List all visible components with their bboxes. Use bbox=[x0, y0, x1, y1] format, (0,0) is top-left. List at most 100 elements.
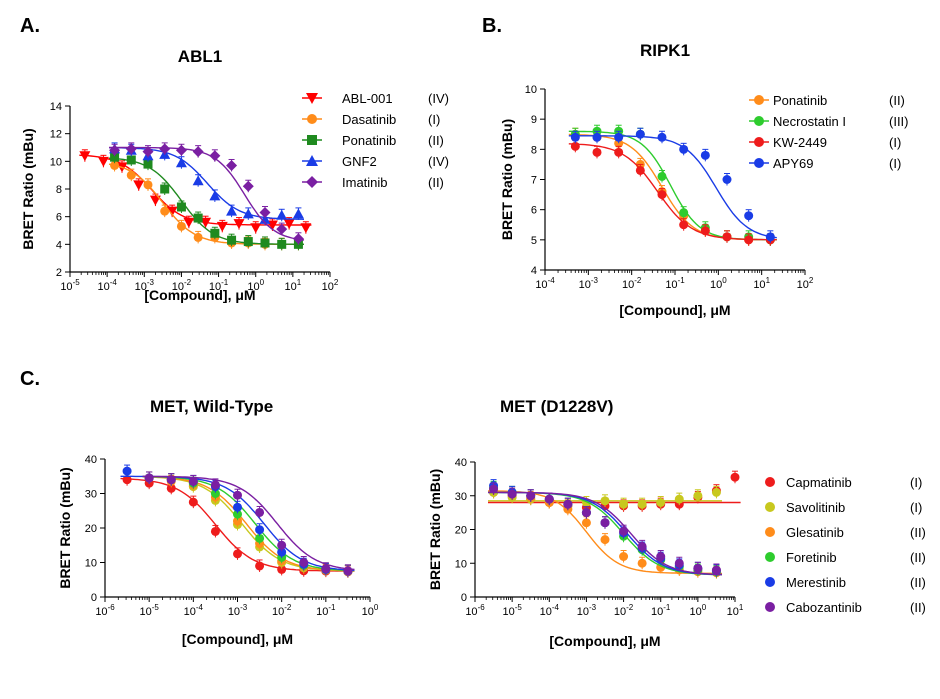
x-tick-label: 100 bbox=[710, 276, 727, 291]
chart-met-d1228v: MET (D1228V) 0 10 20 30 40 10-6 10-5 10-4 10-3 10-… bbox=[427, 397, 926, 649]
data-point bbox=[97, 156, 109, 167]
data-point bbox=[255, 525, 265, 535]
y-axis-label: BRET Ratio (mBu) bbox=[57, 467, 73, 588]
data-point bbox=[635, 165, 645, 175]
y-tick-label: 20 bbox=[455, 525, 467, 537]
data-point bbox=[283, 219, 295, 230]
legend-label: APY69 bbox=[773, 156, 813, 171]
data-point bbox=[277, 540, 287, 550]
series-dasatinib bbox=[108, 158, 304, 251]
y-tick-label: 5 bbox=[531, 235, 537, 247]
data-point bbox=[255, 507, 265, 517]
x-tick-label: 10-4 bbox=[184, 603, 204, 618]
y-tick-label: 40 bbox=[85, 454, 97, 466]
y-tick-label: 8 bbox=[531, 144, 537, 156]
y-tick-label: 10 bbox=[525, 84, 537, 96]
data-point bbox=[175, 157, 187, 168]
series-ponatinib bbox=[108, 150, 304, 251]
data-point bbox=[674, 494, 684, 504]
x-tick-label: 10-3 bbox=[577, 603, 597, 618]
y-tick-label: 12 bbox=[50, 129, 62, 141]
data-point bbox=[292, 233, 304, 245]
x-tick-label: 10-1 bbox=[651, 603, 671, 618]
legend-class: (II) bbox=[910, 550, 926, 565]
data-point bbox=[765, 232, 775, 242]
x-tick-label: 10-3 bbox=[228, 603, 248, 618]
data-point bbox=[544, 494, 554, 504]
x-tick-label: 101 bbox=[753, 276, 770, 291]
y-tick-label: 40 bbox=[455, 457, 467, 469]
legend-class: (I) bbox=[889, 135, 901, 150]
y-tick-label: 4 bbox=[56, 239, 62, 251]
data-point bbox=[259, 213, 271, 224]
data-point bbox=[255, 561, 265, 571]
chart-title: MET (D1228V) bbox=[500, 397, 613, 416]
x-axis-label: [Compound], μM bbox=[182, 631, 293, 647]
x-tick-label: 102 bbox=[797, 276, 814, 291]
data-point bbox=[722, 232, 732, 242]
legend-marker bbox=[307, 114, 317, 124]
data-point bbox=[188, 497, 198, 507]
legend-class: (I) bbox=[910, 475, 922, 490]
legend-label: Merestinib bbox=[786, 575, 846, 590]
legend-marker bbox=[765, 552, 775, 562]
data-point bbox=[693, 563, 703, 573]
legend: ABL-001 (IV) Dasatinib (I) Ponatinib (II) GNF2… bbox=[302, 91, 449, 190]
data-point bbox=[619, 552, 629, 561]
data-point bbox=[79, 151, 91, 162]
data-point bbox=[679, 208, 689, 218]
x-tick-label: 100 bbox=[690, 603, 707, 618]
data-point bbox=[160, 184, 170, 194]
legend-marker bbox=[754, 95, 764, 105]
y-axis-label: BRET Ratio (mBu) bbox=[427, 469, 443, 590]
data-point bbox=[110, 160, 120, 170]
legend-item: APY69 (I) bbox=[749, 156, 901, 171]
y-tick-label: 6 bbox=[531, 205, 537, 217]
legend-class: (I) bbox=[889, 156, 901, 171]
x-tick-label: 10-3 bbox=[135, 278, 155, 293]
data-point bbox=[600, 535, 610, 545]
data-point bbox=[657, 190, 667, 200]
fit-curve bbox=[568, 143, 777, 241]
x-tick-label: 10-5 bbox=[502, 603, 522, 618]
legend-label: Imatinib bbox=[342, 175, 388, 190]
data-point bbox=[657, 132, 667, 142]
panel-label-a: A. bbox=[20, 15, 40, 37]
data-point bbox=[700, 150, 710, 160]
legend-marker bbox=[754, 116, 764, 126]
data-point bbox=[711, 487, 721, 497]
chart-title: ABL1 bbox=[178, 47, 222, 66]
data-point bbox=[109, 144, 121, 156]
legend-item: Capmatinib (I) bbox=[765, 475, 922, 490]
legend-class: (IV) bbox=[428, 154, 449, 169]
data-point bbox=[276, 209, 288, 220]
legend-class: (II) bbox=[910, 575, 926, 590]
legend-marker bbox=[765, 602, 775, 612]
data-point bbox=[193, 232, 203, 242]
y-axis-label: BRET Ratio (mBu) bbox=[499, 119, 515, 240]
x-tick-label: 10-2 bbox=[622, 276, 642, 291]
data-point bbox=[321, 564, 331, 574]
legend-label: Savolitinib bbox=[786, 500, 845, 515]
legend-marker bbox=[754, 158, 764, 168]
legend-item: GNF2 (IV) bbox=[302, 154, 449, 169]
y-tick-label: 10 bbox=[455, 558, 467, 570]
legend-label: Necrostatin I bbox=[773, 114, 846, 129]
legend-item: KW-2449 (I) bbox=[749, 135, 901, 150]
legend-label: KW-2449 bbox=[773, 135, 827, 150]
x-tick-label: 10-4 bbox=[535, 276, 555, 291]
data-point bbox=[188, 476, 198, 486]
data-point bbox=[233, 549, 242, 559]
data-point bbox=[122, 475, 132, 485]
legend-label: Cabozantinib bbox=[786, 600, 862, 615]
chart-title: MET, Wild-Type bbox=[150, 397, 273, 416]
legend-marker bbox=[754, 137, 764, 147]
data-point bbox=[614, 147, 624, 157]
data-point bbox=[592, 132, 602, 142]
legend-class: (II) bbox=[428, 133, 444, 148]
data-point bbox=[200, 217, 212, 228]
y-axis-label: BRET Ratio (mBu) bbox=[20, 128, 36, 249]
legend: Ponatinib (II) Necrostatin I (III) KW-2449 (I… bbox=[749, 93, 909, 171]
data-point bbox=[679, 220, 689, 230]
y-tick-label: 0 bbox=[91, 592, 97, 604]
